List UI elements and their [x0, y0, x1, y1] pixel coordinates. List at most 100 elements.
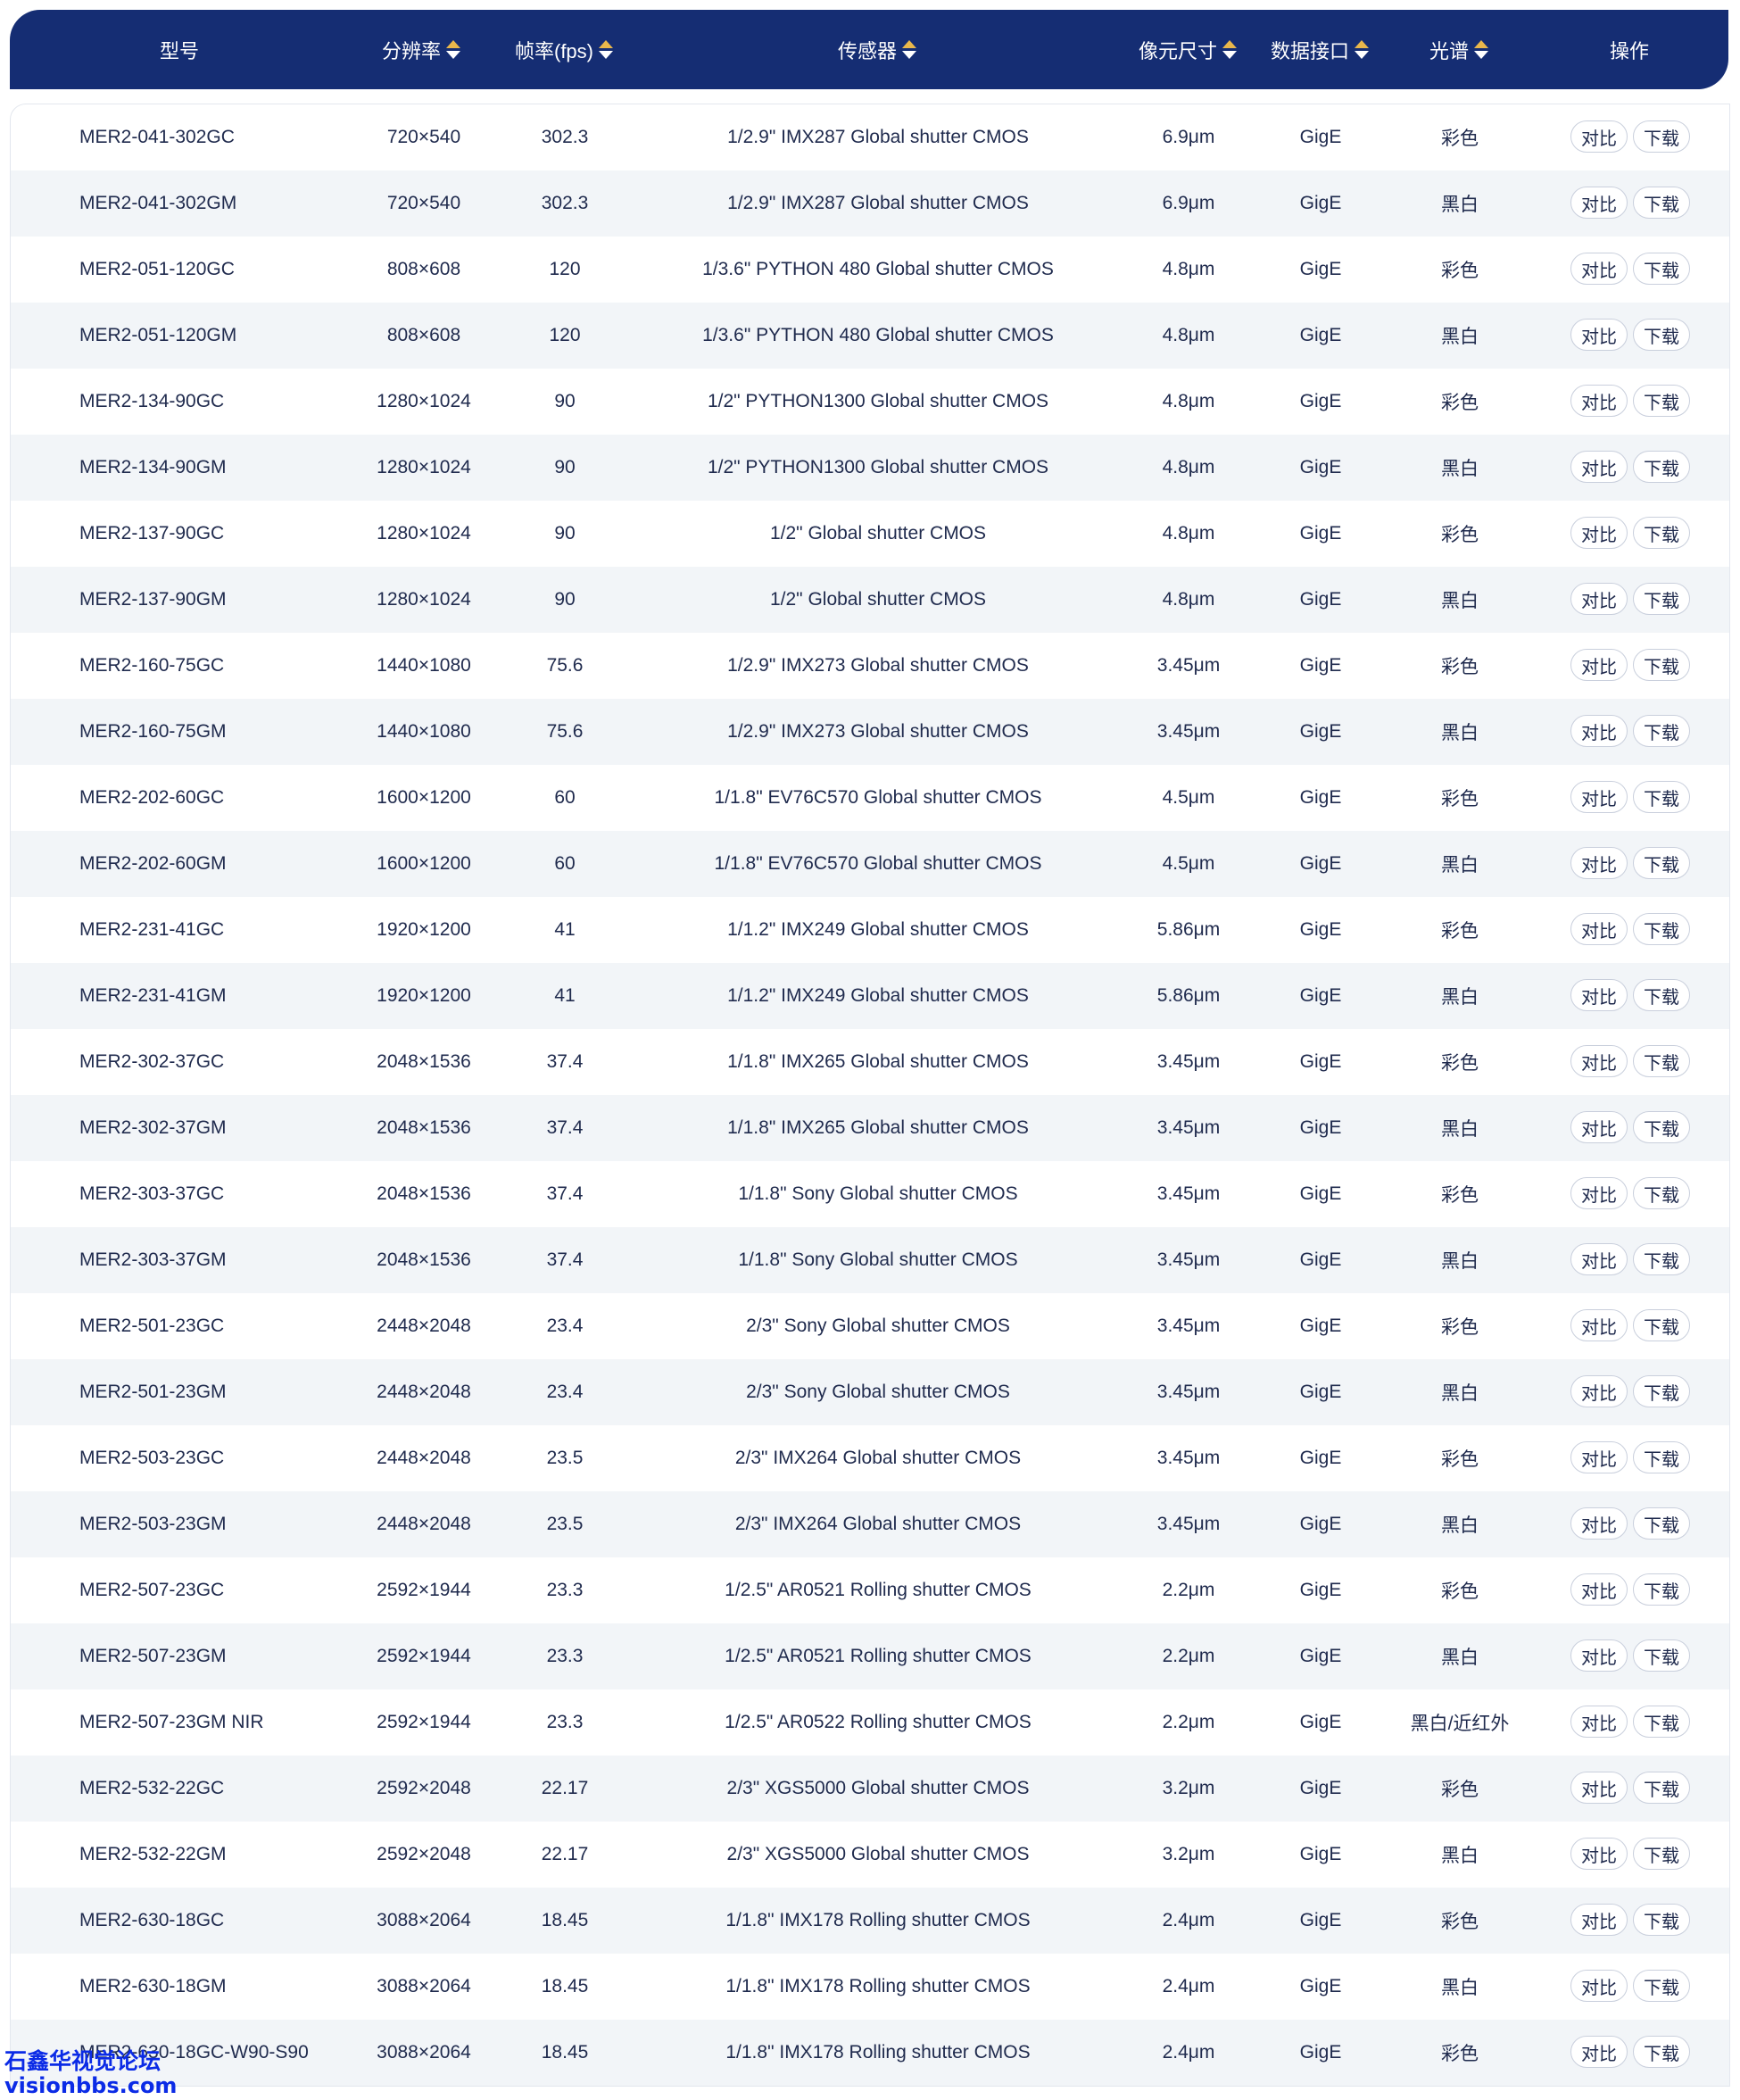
download-button[interactable]: 下载 — [1633, 649, 1690, 681]
column-header-spectrum[interactable]: 光谱 — [1429, 10, 1489, 89]
compare-button[interactable]: 对比 — [1570, 1045, 1628, 1077]
download-button[interactable]: 下载 — [1633, 1243, 1690, 1275]
cell-frame-rate: 302.3 — [541, 193, 589, 213]
download-button[interactable]: 下载 — [1633, 1838, 1690, 1870]
sort-icon[interactable] — [1355, 39, 1370, 60]
cell-pixel-size: 4.8μm — [1162, 325, 1215, 345]
download-button[interactable]: 下载 — [1633, 1507, 1690, 1540]
compare-button[interactable]: 对比 — [1570, 781, 1628, 813]
compare-button[interactable]: 对比 — [1570, 1838, 1628, 1870]
cell-frame-rate: 90 — [554, 589, 576, 610]
cell-sensor: 1/2" Global shutter CMOS — [769, 589, 987, 610]
download-button[interactable]: 下载 — [1633, 187, 1690, 219]
compare-button[interactable]: 对比 — [1570, 1177, 1628, 1209]
cell-pixel-size: 3.45μm — [1156, 1183, 1221, 1204]
download-button[interactable]: 下载 — [1633, 1904, 1690, 1936]
cell-pixel-size: 3.45μm — [1156, 1382, 1221, 1402]
cell-frame-rate: 120 — [549, 259, 581, 279]
download-button[interactable]: 下载 — [1633, 1639, 1690, 1672]
download-button[interactable]: 下载 — [1633, 1177, 1690, 1209]
cell-interface: GigE — [1299, 1910, 1342, 1930]
column-header-resolution[interactable]: 分辨率 — [381, 10, 461, 89]
cell-resolution: 1920×1200 — [377, 985, 471, 1006]
column-header-label: 分辨率 — [381, 39, 442, 62]
compare-button[interactable]: 对比 — [1570, 187, 1628, 219]
compare-button[interactable]: 对比 — [1570, 253, 1628, 285]
download-button[interactable]: 下载 — [1633, 1441, 1690, 1473]
download-button[interactable]: 下载 — [1633, 2036, 1690, 2068]
compare-button[interactable]: 对比 — [1570, 319, 1628, 351]
cell-model: MER2-231-41GM — [79, 985, 227, 1006]
download-button[interactable]: 下载 — [1633, 715, 1690, 747]
download-button[interactable]: 下载 — [1633, 979, 1690, 1011]
column-header-interface[interactable]: 数据接口 — [1271, 10, 1370, 89]
compare-button[interactable]: 对比 — [1570, 1507, 1628, 1540]
compare-button[interactable]: 对比 — [1570, 847, 1628, 879]
cell-interface: GigE — [1299, 1844, 1342, 1864]
download-button[interactable]: 下载 — [1633, 583, 1690, 615]
cell-frame-rate: 18.45 — [541, 1976, 589, 1996]
compare-button[interactable]: 对比 — [1570, 1111, 1628, 1143]
column-header-frame-rate[interactable]: 帧率(fps) — [515, 10, 614, 89]
download-button[interactable]: 下载 — [1633, 1111, 1690, 1143]
compare-button[interactable]: 对比 — [1570, 1573, 1628, 1606]
compare-button[interactable]: 对比 — [1570, 1706, 1628, 1738]
download-button[interactable]: 下载 — [1633, 517, 1690, 549]
compare-button[interactable]: 对比 — [1570, 1243, 1628, 1275]
compare-button[interactable]: 对比 — [1570, 913, 1628, 945]
cell-model: MER2-503-23GM — [79, 1514, 227, 1534]
sort-icon[interactable] — [1222, 39, 1238, 60]
cell-sensor: 1/2.5" AR0522 Rolling shutter CMOS — [725, 1712, 1032, 1732]
cell-frame-rate: 23.3 — [546, 1646, 584, 1666]
compare-button[interactable]: 对比 — [1570, 1904, 1628, 1936]
cell-resolution: 1280×1024 — [377, 589, 471, 610]
cell-spectrum: 黑白 — [1441, 1978, 1479, 1998]
compare-button[interactable]: 对比 — [1570, 1441, 1628, 1473]
column-header-sensor[interactable]: 传感器 — [838, 10, 917, 89]
sort-icon[interactable] — [1474, 39, 1489, 60]
sort-icon[interactable] — [902, 39, 917, 60]
cell-sensor: 1/1.8" IMX265 Global shutter CMOS — [727, 1117, 1029, 1138]
compare-button[interactable]: 对比 — [1570, 1639, 1628, 1672]
cell-model: MER2-160-75GC — [79, 655, 225, 676]
sort-icon[interactable] — [599, 39, 614, 60]
table-row: MER2-507-23GM NIR 2592×1944 23.3 1/2.5" AR0… — [11, 1689, 1729, 1756]
cell-pixel-size: 3.45μm — [1156, 1051, 1221, 1072]
download-button[interactable]: 下载 — [1633, 1045, 1690, 1077]
cell-model: MER2-231-41GC — [79, 919, 225, 940]
download-button[interactable]: 下载 — [1633, 1309, 1690, 1341]
compare-button[interactable]: 对比 — [1570, 583, 1628, 615]
compare-button[interactable]: 对比 — [1570, 649, 1628, 681]
compare-button[interactable]: 对比 — [1570, 517, 1628, 549]
download-button[interactable]: 下载 — [1633, 847, 1690, 879]
compare-button[interactable]: 对比 — [1570, 1772, 1628, 1804]
compare-button[interactable]: 对比 — [1570, 1375, 1628, 1407]
cell-interface: GigE — [1299, 1976, 1342, 1996]
sort-icon[interactable] — [446, 39, 461, 60]
download-button[interactable]: 下载 — [1633, 451, 1690, 483]
cell-interface: GigE — [1299, 1249, 1342, 1270]
compare-button[interactable]: 对比 — [1570, 451, 1628, 483]
compare-button[interactable]: 对比 — [1570, 715, 1628, 747]
download-button[interactable]: 下载 — [1633, 913, 1690, 945]
compare-button[interactable]: 对比 — [1570, 120, 1628, 153]
download-button[interactable]: 下载 — [1633, 1970, 1690, 2002]
column-header-pixel-size[interactable]: 像元尺寸 — [1139, 10, 1238, 89]
download-button[interactable]: 下载 — [1633, 781, 1690, 813]
download-button[interactable]: 下载 — [1633, 1706, 1690, 1738]
cell-resolution: 2592×1944 — [377, 1646, 471, 1666]
cell-pixel-size: 3.45μm — [1156, 1249, 1221, 1270]
compare-button[interactable]: 对比 — [1570, 979, 1628, 1011]
download-button[interactable]: 下载 — [1633, 385, 1690, 417]
download-button[interactable]: 下载 — [1633, 120, 1690, 153]
download-button[interactable]: 下载 — [1633, 319, 1690, 351]
cell-interface: GigE — [1299, 1580, 1342, 1600]
compare-button[interactable]: 对比 — [1570, 385, 1628, 417]
download-button[interactable]: 下载 — [1633, 1573, 1690, 1606]
compare-button[interactable]: 对比 — [1570, 1309, 1628, 1341]
compare-button[interactable]: 对比 — [1570, 2036, 1628, 2068]
download-button[interactable]: 下载 — [1633, 253, 1690, 285]
compare-button[interactable]: 对比 — [1570, 1970, 1628, 2002]
download-button[interactable]: 下载 — [1633, 1375, 1690, 1407]
download-button[interactable]: 下载 — [1633, 1772, 1690, 1804]
